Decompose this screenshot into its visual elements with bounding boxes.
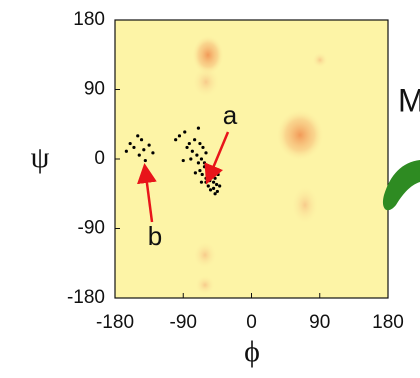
panel-label-cut: M xyxy=(398,82,420,118)
point xyxy=(218,184,222,188)
point xyxy=(151,151,155,155)
annotation-a: a xyxy=(223,100,238,130)
point xyxy=(202,161,207,165)
point xyxy=(195,153,199,157)
point xyxy=(211,186,216,190)
point xyxy=(204,151,208,155)
point xyxy=(136,134,140,138)
point xyxy=(200,172,204,177)
point xyxy=(208,165,213,169)
point xyxy=(205,166,210,170)
point xyxy=(216,172,220,177)
point xyxy=(185,145,189,150)
point xyxy=(128,141,132,146)
point xyxy=(211,180,216,184)
x-axis-label: ϕ xyxy=(244,335,260,368)
point xyxy=(189,157,193,161)
point xyxy=(137,153,141,157)
point xyxy=(199,180,204,184)
point xyxy=(198,168,202,173)
point xyxy=(215,189,219,194)
x-tick-label: -180 xyxy=(96,312,134,333)
point xyxy=(206,184,210,188)
point xyxy=(196,161,201,165)
point xyxy=(142,148,146,152)
point xyxy=(187,141,191,146)
point xyxy=(181,158,185,163)
point xyxy=(196,126,201,130)
point xyxy=(199,157,204,161)
x-tick-label: -90 xyxy=(170,312,197,333)
arrow-b xyxy=(137,163,157,223)
structure-fragment xyxy=(382,160,420,211)
plot-background xyxy=(115,20,388,298)
point xyxy=(215,182,219,187)
point xyxy=(143,158,147,163)
point xyxy=(198,141,202,146)
x-tick-label: 90 xyxy=(309,312,330,333)
annotation-b: b xyxy=(148,221,162,251)
point xyxy=(147,143,151,147)
point xyxy=(213,192,217,196)
point xyxy=(201,145,205,150)
x-tick-label: 0 xyxy=(246,312,257,333)
point xyxy=(204,180,208,184)
point xyxy=(193,138,197,142)
y-tick-label: -180 xyxy=(67,287,105,308)
y-axis-label: ψ xyxy=(31,141,50,174)
point xyxy=(190,149,194,153)
point xyxy=(177,134,182,138)
y-tick-label: -90 xyxy=(78,218,105,239)
point xyxy=(183,130,187,134)
point xyxy=(202,165,207,169)
point xyxy=(213,176,217,180)
point xyxy=(174,138,178,142)
density-background xyxy=(192,35,328,295)
point xyxy=(132,145,136,150)
y-tick-label: 90 xyxy=(84,79,105,100)
point xyxy=(193,171,197,175)
point xyxy=(124,149,128,153)
y-tick-label: 0 xyxy=(94,148,105,169)
point xyxy=(139,138,144,142)
arrow-a xyxy=(204,131,230,185)
x-tick-label: 180 xyxy=(372,312,404,333)
point xyxy=(208,188,213,192)
y-tick-label: 180 xyxy=(73,9,105,30)
